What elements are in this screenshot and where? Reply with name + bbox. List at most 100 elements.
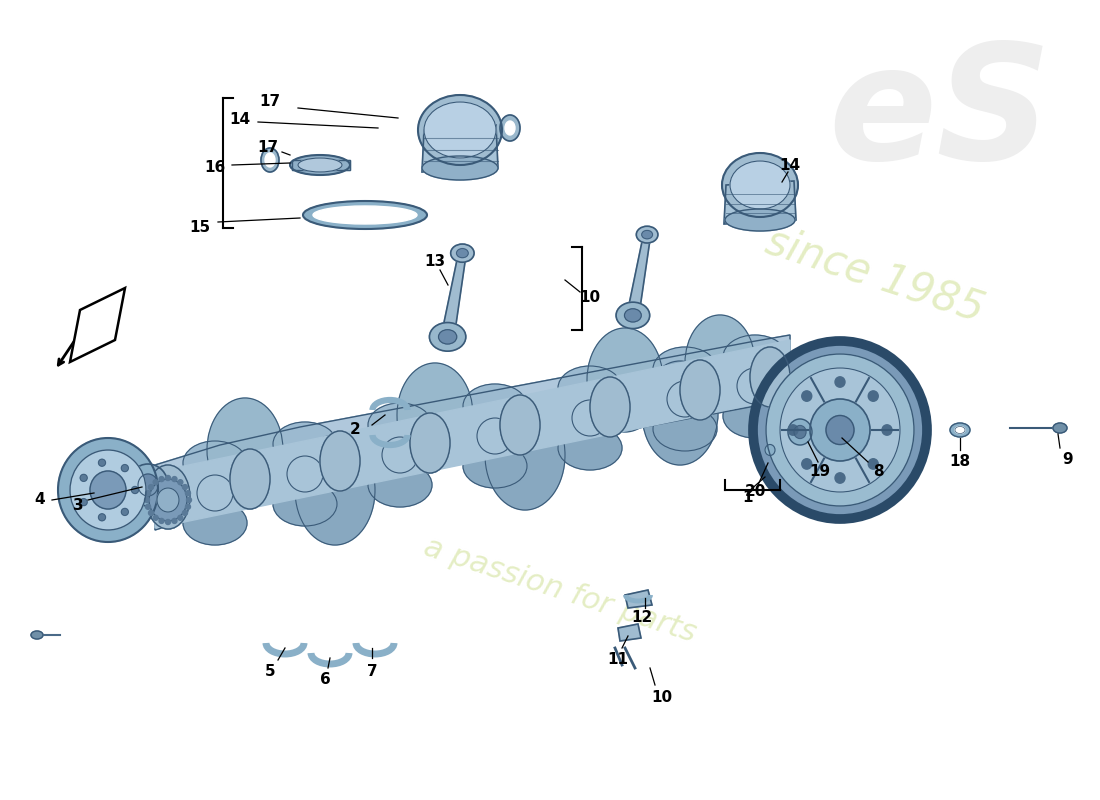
Ellipse shape (58, 438, 158, 542)
Ellipse shape (826, 415, 854, 445)
Text: 11: 11 (607, 653, 628, 667)
Ellipse shape (153, 515, 158, 520)
Text: a passion for parts: a passion for parts (420, 532, 700, 648)
Ellipse shape (685, 315, 755, 411)
Text: 18: 18 (949, 454, 970, 470)
Text: 3: 3 (73, 498, 84, 513)
Polygon shape (292, 160, 350, 170)
Ellipse shape (80, 498, 87, 506)
Ellipse shape (410, 413, 450, 473)
Ellipse shape (368, 463, 432, 507)
Ellipse shape (265, 153, 275, 167)
Ellipse shape (153, 480, 158, 485)
Text: 12: 12 (631, 610, 652, 626)
Ellipse shape (418, 95, 502, 165)
Text: 2: 2 (350, 422, 361, 438)
Ellipse shape (165, 519, 170, 525)
Ellipse shape (439, 330, 456, 344)
Ellipse shape (160, 477, 164, 482)
Ellipse shape (172, 477, 177, 482)
Text: 14: 14 (230, 113, 251, 127)
Ellipse shape (132, 486, 139, 494)
Ellipse shape (754, 341, 927, 519)
Ellipse shape (121, 465, 129, 472)
Polygon shape (70, 288, 125, 362)
Ellipse shape (298, 158, 342, 172)
Ellipse shape (145, 490, 151, 496)
Ellipse shape (788, 425, 798, 435)
Ellipse shape (99, 514, 106, 521)
Ellipse shape (99, 459, 106, 466)
Ellipse shape (90, 471, 126, 509)
Ellipse shape (558, 426, 622, 470)
Ellipse shape (955, 426, 965, 434)
Ellipse shape (1053, 423, 1067, 433)
Ellipse shape (500, 395, 540, 455)
Text: 10: 10 (580, 290, 601, 306)
Ellipse shape (121, 508, 129, 515)
Text: 16: 16 (205, 161, 225, 175)
Ellipse shape (456, 249, 469, 258)
Ellipse shape (590, 377, 630, 437)
Text: 20: 20 (745, 485, 766, 499)
Ellipse shape (750, 347, 790, 407)
Ellipse shape (725, 209, 795, 231)
Ellipse shape (148, 510, 154, 515)
Ellipse shape (183, 485, 187, 490)
Ellipse shape (463, 444, 527, 488)
Ellipse shape (653, 347, 717, 391)
Ellipse shape (287, 456, 323, 492)
Ellipse shape (723, 335, 786, 379)
Ellipse shape (477, 418, 513, 454)
Ellipse shape (587, 328, 663, 432)
Ellipse shape (148, 485, 154, 490)
Ellipse shape (397, 363, 473, 467)
Ellipse shape (641, 230, 652, 239)
Ellipse shape (835, 377, 845, 387)
Ellipse shape (642, 361, 718, 465)
Ellipse shape (230, 449, 270, 509)
Text: eS: eS (828, 38, 1052, 193)
Text: 19: 19 (810, 465, 830, 479)
Polygon shape (625, 590, 652, 608)
Ellipse shape (80, 474, 87, 482)
Ellipse shape (410, 413, 450, 473)
Ellipse shape (273, 422, 337, 466)
Ellipse shape (144, 498, 150, 502)
Ellipse shape (320, 431, 360, 491)
Ellipse shape (788, 419, 812, 445)
Ellipse shape (290, 155, 350, 175)
Ellipse shape (157, 488, 179, 512)
Ellipse shape (314, 206, 417, 224)
Ellipse shape (794, 426, 806, 438)
Polygon shape (627, 234, 651, 317)
Ellipse shape (295, 435, 375, 545)
Ellipse shape (730, 161, 790, 209)
Ellipse shape (667, 381, 703, 417)
Text: 17: 17 (257, 141, 278, 155)
Ellipse shape (70, 450, 146, 530)
Ellipse shape (146, 465, 190, 529)
Ellipse shape (722, 153, 798, 217)
Ellipse shape (802, 391, 812, 402)
Polygon shape (155, 340, 790, 528)
Ellipse shape (424, 102, 496, 158)
Ellipse shape (183, 441, 248, 485)
Polygon shape (155, 335, 790, 530)
Ellipse shape (590, 377, 630, 437)
Ellipse shape (802, 458, 812, 469)
Text: 5: 5 (265, 665, 275, 679)
Text: 8: 8 (872, 465, 883, 479)
Polygon shape (155, 335, 790, 530)
Ellipse shape (680, 360, 720, 420)
Ellipse shape (178, 480, 183, 485)
Ellipse shape (485, 400, 565, 510)
Polygon shape (441, 253, 466, 338)
Ellipse shape (160, 518, 164, 523)
Text: 10: 10 (651, 690, 672, 706)
Ellipse shape (178, 515, 183, 520)
Ellipse shape (680, 360, 720, 420)
Ellipse shape (165, 475, 170, 481)
Ellipse shape (572, 400, 608, 436)
Ellipse shape (138, 474, 158, 496)
